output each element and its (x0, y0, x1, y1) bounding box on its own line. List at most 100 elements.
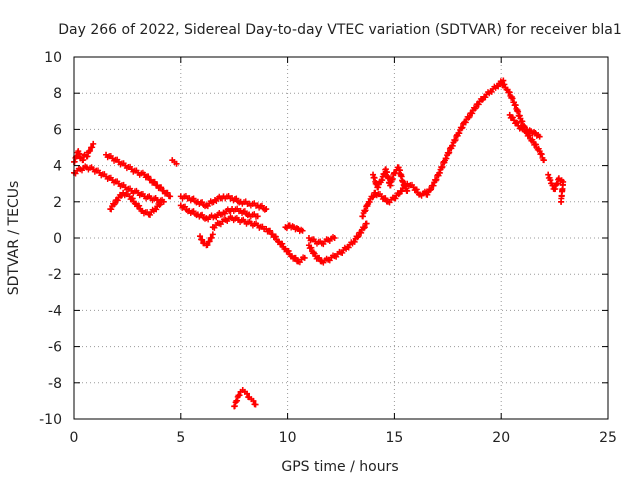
series-band-5-9h-b (177, 202, 261, 223)
data-point (402, 181, 409, 188)
data-point (509, 95, 516, 102)
data-point (469, 110, 476, 117)
data-point (465, 114, 472, 121)
data-point (445, 150, 452, 157)
data-point (129, 195, 136, 202)
data-point (446, 149, 453, 156)
data-point (545, 171, 552, 178)
y-tick-label: 6 (53, 122, 62, 138)
series-rise-13-16-5h (359, 180, 430, 220)
y-tick-label: -6 (48, 340, 62, 356)
data-point (466, 113, 473, 120)
data-point (488, 88, 495, 95)
data-point (254, 213, 261, 220)
x-tick-label: 25 (599, 430, 617, 446)
data-point (345, 244, 352, 251)
data-point (331, 235, 338, 241)
y-axis-label: SDTVAR / TECUs (6, 181, 22, 296)
data-point (263, 206, 270, 213)
series-decline-20-22h (498, 79, 547, 164)
series-arc-1-5-3-5h (103, 151, 174, 200)
data-point (395, 191, 402, 198)
data-point (71, 158, 78, 165)
series-dip-6-1h (197, 231, 216, 249)
x-tick-label: 15 (385, 430, 403, 446)
data-point (158, 184, 165, 191)
data-point (204, 242, 211, 249)
data-point (111, 200, 118, 207)
data-point (110, 201, 117, 208)
data-point (87, 147, 94, 154)
data-point (458, 125, 465, 132)
data-point (108, 206, 115, 213)
data-point (285, 247, 292, 254)
data-point (250, 397, 257, 404)
x-tick-label: 20 (492, 430, 510, 446)
series-trough-11-13h (305, 220, 370, 266)
data-point (209, 231, 216, 238)
data-point (316, 254, 323, 261)
data-point (540, 157, 547, 164)
data-point (156, 202, 163, 209)
data-points (71, 77, 567, 410)
data-point (532, 141, 539, 148)
x-axis-label: GPS time / hours (281, 459, 398, 475)
data-point (153, 206, 160, 213)
data-point (301, 254, 308, 261)
data-point (509, 114, 516, 121)
data-point (360, 225, 367, 232)
data-point (462, 119, 469, 126)
data-point (145, 173, 152, 180)
data-point (292, 254, 299, 261)
data-point (413, 186, 420, 193)
data-point (197, 233, 204, 240)
y-tick-label: -8 (48, 376, 62, 392)
data-point (456, 130, 463, 137)
series-descent-9-10-5h (263, 225, 308, 266)
data-point (404, 187, 411, 194)
series-branch-20-5-21-8h (506, 111, 543, 140)
data-point (472, 104, 479, 111)
data-point (234, 397, 241, 404)
data-point (84, 153, 91, 160)
data-point (514, 119, 521, 126)
data-point (114, 197, 121, 204)
y-tick-label: -4 (48, 303, 62, 319)
series-blob-11-12-5h (305, 233, 338, 248)
data-point (206, 238, 213, 245)
data-point (363, 220, 370, 227)
data-point (538, 151, 545, 158)
data-point (164, 189, 171, 196)
data-point (443, 155, 450, 162)
data-point (452, 136, 459, 143)
series-band-6-8h-c (209, 214, 268, 232)
data-point (501, 81, 508, 88)
series-isolated-4-7h (169, 157, 180, 167)
data-point (299, 227, 306, 234)
data-point (136, 202, 143, 209)
data-point (358, 229, 365, 236)
data-point (308, 244, 315, 251)
grid (74, 57, 608, 419)
data-point (182, 203, 189, 210)
data-point (382, 195, 389, 202)
series-ramp-16-5-20h (423, 77, 507, 198)
data-point (244, 390, 251, 397)
data-point (147, 211, 154, 218)
data-point (475, 101, 482, 108)
data-point (430, 182, 437, 189)
series-start-blob (71, 140, 97, 165)
data-point (536, 133, 543, 140)
data-point (424, 191, 431, 198)
data-point (506, 89, 513, 96)
series-hump-10-10-8h (282, 222, 306, 235)
data-point (231, 403, 238, 410)
data-point (478, 97, 485, 104)
data-point (151, 178, 158, 185)
data-point (471, 105, 478, 112)
data-point (375, 184, 382, 191)
axis-ticks: 0 5 10 15 20 25 -10 -8 -6 -4 -2 0 2 4 6 8 10 (39, 50, 617, 446)
series-end-22-23h (545, 171, 567, 205)
data-point (459, 124, 466, 131)
